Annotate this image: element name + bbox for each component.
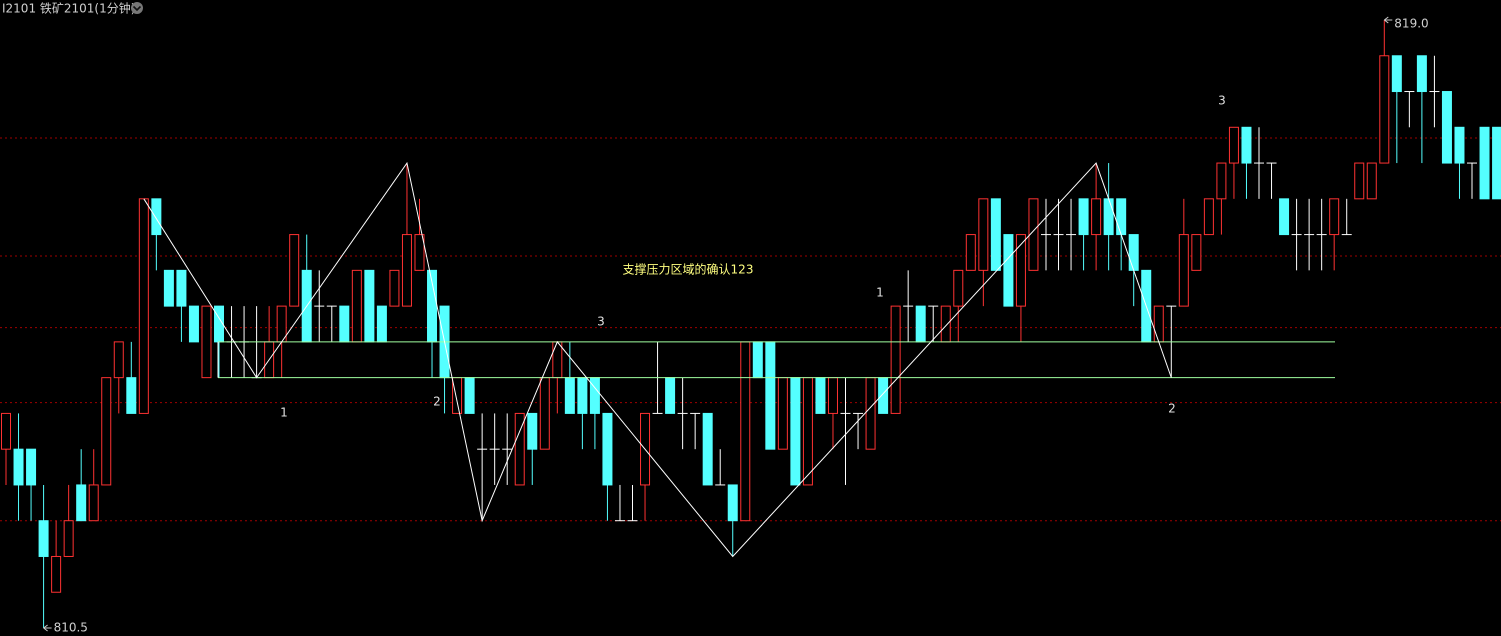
- candle-body: [1078, 198, 1089, 236]
- pattern-label: 2: [1168, 402, 1176, 416]
- candle-body: [76, 484, 87, 522]
- candle-body: [126, 377, 137, 414]
- candle-body: [564, 377, 575, 414]
- candle-body: [865, 377, 876, 450]
- candle-body: [389, 269, 400, 307]
- candle-body: [514, 412, 525, 486]
- candle-body: [401, 234, 412, 307]
- candle-body: [790, 377, 801, 486]
- marker-arrow: [1384, 16, 1393, 24]
- candle-body: [289, 234, 300, 307]
- candle-body: [527, 412, 538, 450]
- marker-label: 810.5: [54, 621, 88, 635]
- zigzag-line: [143, 161, 1172, 558]
- candle-body: [176, 269, 187, 307]
- candle-body: [339, 305, 350, 343]
- dropdown-icon[interactable]: [131, 2, 143, 14]
- candle-body: [940, 305, 951, 343]
- candle-body: [1116, 198, 1127, 236]
- candle-body: [915, 305, 926, 343]
- candle-body: [665, 377, 676, 414]
- candle-body: [702, 412, 713, 486]
- candle-body: [815, 377, 826, 414]
- candle-body: [138, 198, 149, 414]
- candle-body: [113, 341, 124, 379]
- candle-body: [890, 305, 901, 414]
- candle-body: [1479, 126, 1490, 200]
- candle-body: [802, 377, 813, 486]
- candle-body: [364, 269, 375, 343]
- candle-body: [188, 305, 199, 343]
- candle-body: [452, 377, 463, 414]
- candle-body: [740, 341, 751, 522]
- candle-body: [539, 377, 550, 450]
- candle-body: [752, 341, 763, 379]
- pattern-label: 1: [876, 286, 884, 300]
- candle-body: [978, 198, 989, 271]
- marker-label: 819.0: [1394, 17, 1428, 31]
- candle-body: [965, 234, 976, 271]
- candle-body: [552, 341, 563, 379]
- candle-body: [1366, 162, 1377, 200]
- candle-body: [1441, 91, 1452, 164]
- candle-body: [1191, 234, 1202, 271]
- candle-body: [26, 448, 37, 486]
- candle-body: [1128, 234, 1139, 271]
- chart-title: I2101 铁矿2101(1分钟): [2, 1, 135, 16]
- candle-body: [63, 520, 74, 557]
- candle-body: [1416, 55, 1427, 93]
- candle-body: [878, 377, 889, 414]
- candle-body: [1203, 198, 1214, 236]
- candle-body: [163, 269, 174, 307]
- pattern-label: 1: [280, 406, 288, 420]
- candle-body: [990, 198, 1001, 271]
- candle-body: [88, 484, 99, 522]
- candle-body: [351, 269, 362, 343]
- candle-body: [1091, 198, 1102, 236]
- candle-body: [765, 341, 776, 450]
- candle-body: [589, 377, 600, 414]
- candle-body: [602, 412, 613, 486]
- candle-body: [414, 234, 425, 271]
- pattern-label: 3: [1218, 94, 1226, 108]
- candle-body: [1228, 126, 1239, 164]
- candle-body: [1329, 198, 1340, 236]
- candle-body: [1379, 55, 1390, 164]
- candle-body: [727, 484, 738, 522]
- candle-body: [1241, 126, 1252, 164]
- candle-body: [1178, 234, 1189, 307]
- candle-body: [1279, 198, 1290, 236]
- candle-body: [1354, 162, 1365, 200]
- candle-body: [1454, 126, 1465, 164]
- candle-body: [13, 448, 24, 486]
- candle-body: [1003, 234, 1014, 307]
- candle-body: [464, 377, 475, 414]
- pattern-label: 2: [433, 395, 441, 409]
- candle-body: [827, 377, 838, 414]
- candle-body: [777, 377, 788, 450]
- marker-arrow: [43, 624, 52, 632]
- candle-body: [1391, 55, 1402, 93]
- candle-body: [953, 269, 964, 307]
- candle-body: [1028, 198, 1039, 271]
- candle-body: [376, 305, 387, 343]
- candle-body: [1015, 234, 1026, 307]
- candle-body: [38, 520, 49, 557]
- candle-body: [201, 305, 212, 379]
- annotation: 支撑压力区域的确认123: [623, 262, 754, 277]
- candle-body: [151, 198, 162, 236]
- candle-body: [1153, 305, 1164, 343]
- candle-body: [1492, 126, 1501, 200]
- candle-body: [51, 555, 62, 593]
- candle-body: [1216, 162, 1227, 200]
- candle-body: [1, 412, 11, 450]
- candle-body: [214, 305, 225, 343]
- candle-body: [577, 377, 588, 414]
- candle-body: [101, 377, 112, 486]
- pattern-label: 3: [597, 315, 605, 329]
- candle-body: [1103, 198, 1114, 236]
